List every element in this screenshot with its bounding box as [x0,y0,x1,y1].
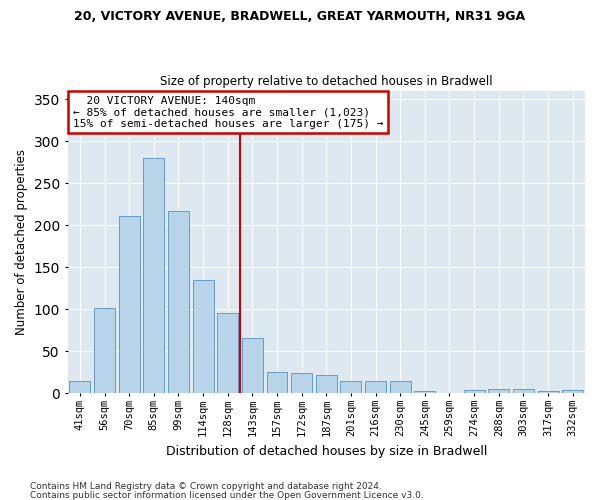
Text: Contains public sector information licensed under the Open Government Licence v3: Contains public sector information licen… [30,490,424,500]
X-axis label: Distribution of detached houses by size in Bradwell: Distribution of detached houses by size … [166,444,487,458]
Bar [94,308,115,393]
Bar [390,380,410,393]
Bar [193,280,214,393]
Bar [562,390,583,393]
Bar [538,390,559,393]
Bar [217,312,238,393]
Bar [415,390,436,393]
Title: Size of property relative to detached houses in Bradwell: Size of property relative to detached ho… [160,76,493,88]
Text: 20 VICTORY AVENUE: 140sqm
← 85% of detached houses are smaller (1,023)
15% of se: 20 VICTORY AVENUE: 140sqm ← 85% of detac… [73,96,383,129]
Bar [488,389,509,393]
Text: Contains HM Land Registry data © Crown copyright and database right 2024.: Contains HM Land Registry data © Crown c… [30,482,382,491]
Bar [291,373,312,393]
Bar [143,158,164,393]
Bar [464,390,485,393]
Bar [70,382,91,393]
Bar [365,380,386,393]
Bar [242,338,263,393]
Bar [316,374,337,393]
Bar [340,382,361,393]
Y-axis label: Number of detached properties: Number of detached properties [15,149,28,335]
Bar [513,389,534,393]
Text: 20, VICTORY AVENUE, BRADWELL, GREAT YARMOUTH, NR31 9GA: 20, VICTORY AVENUE, BRADWELL, GREAT YARM… [74,10,526,23]
Bar [168,211,189,393]
Bar [119,216,140,393]
Bar [266,372,287,393]
